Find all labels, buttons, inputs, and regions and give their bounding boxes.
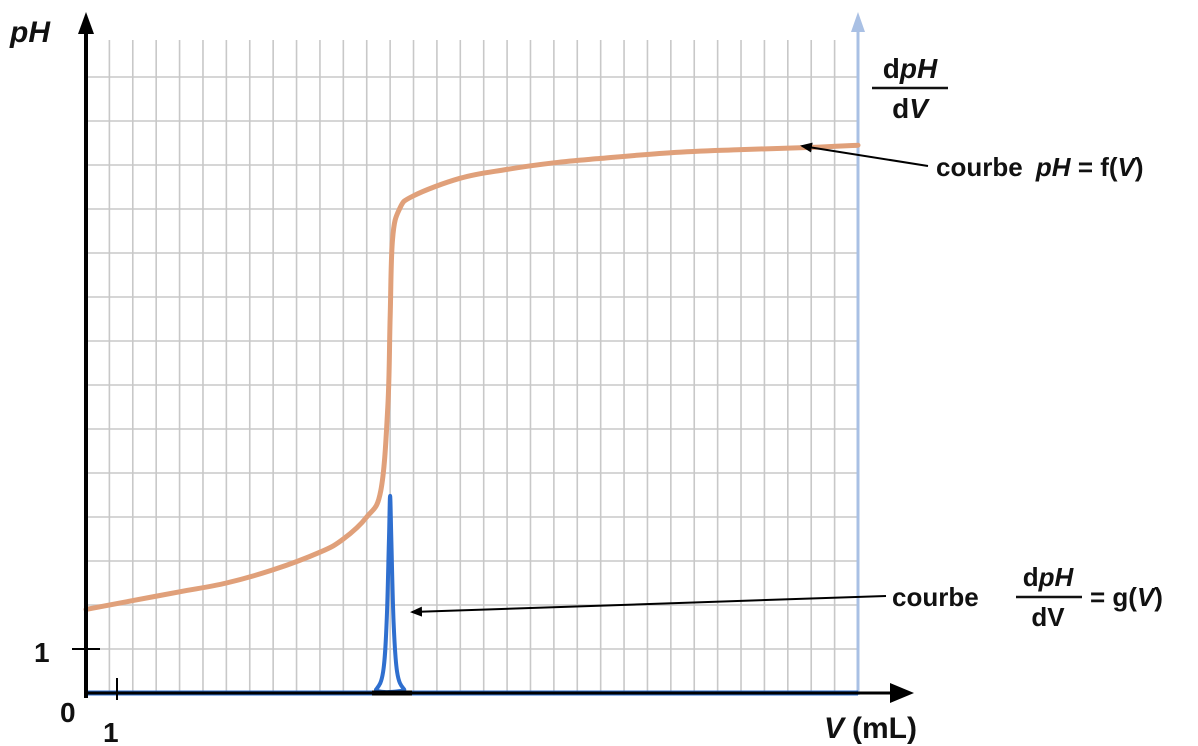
ph-curve — [83, 142, 861, 612]
y-axis-label: pH — [9, 16, 51, 49]
annotation-arrow-ph — [800, 142, 929, 167]
grid-lines — [86, 40, 859, 693]
x-axis-unit: (mL) — [852, 712, 917, 745]
x-tick-label-0: 0 — [60, 697, 76, 728]
svg-text:dV: dV — [892, 93, 930, 124]
svg-text:dpH: dpH — [1023, 562, 1075, 592]
right-axis-label: dpH dV — [872, 53, 948, 124]
x-tick-label-1: 1 — [103, 717, 119, 746]
y-axis — [78, 12, 94, 698]
y-tick-label-1: 1 — [34, 637, 50, 668]
svg-text:courbe: courbe — [892, 582, 979, 612]
svg-text:dV: dV — [1031, 602, 1065, 632]
right-axis — [851, 12, 865, 695]
svg-text:dpH: dpH — [883, 53, 938, 84]
x-axis-symbol: V — [824, 712, 847, 745]
x-axis-label: V (mL) — [824, 712, 917, 745]
derivative-curve — [85, 493, 859, 696]
annotation-ph-curve: courbe pH = f(V) — [936, 152, 1144, 182]
svg-text:= g(V): = g(V) — [1090, 582, 1163, 612]
x-axis — [84, 683, 914, 703]
annotation-dph-curve: courbe dpH dV = g(V) — [892, 562, 1163, 632]
annotation-arrow-dph — [410, 595, 887, 617]
